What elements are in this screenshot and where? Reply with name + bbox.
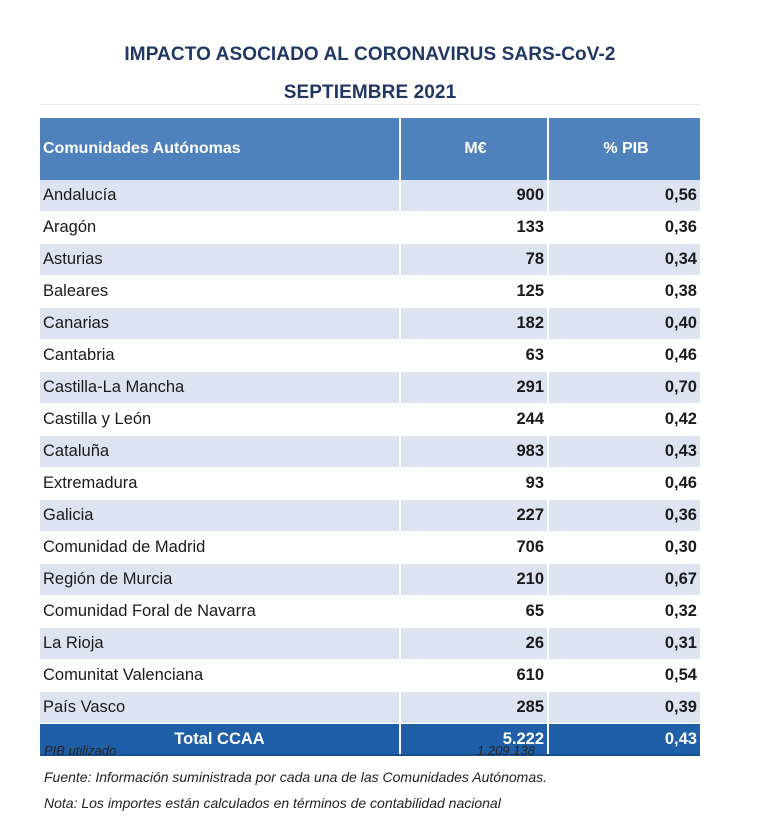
- region-name: Asturias: [40, 243, 401, 276]
- region-name: Cataluña: [40, 435, 401, 468]
- table-row: Extremadura 93 0,46: [40, 467, 700, 500]
- value-pib: 0,46: [548, 467, 700, 500]
- value-meur: 210: [400, 563, 549, 596]
- ccaa-table: Comunidades Autónomas M€ % PIB Andalucía…: [40, 118, 700, 756]
- value-meur: 78: [400, 243, 549, 276]
- value-meur: 900: [400, 180, 549, 212]
- region-name: La Rioja: [40, 627, 401, 660]
- value-meur: 610: [400, 659, 549, 692]
- value-meur: 182: [400, 307, 549, 340]
- region-name: Comunitat Valenciana: [40, 659, 401, 692]
- header-meur: M€: [400, 118, 549, 180]
- value-pib: 0,43: [548, 435, 700, 468]
- region-name: Castilla-La Mancha: [40, 371, 401, 404]
- value-pib: 0,38: [548, 275, 700, 308]
- value-pib: 0,39: [548, 691, 700, 724]
- value-pib: 0,40: [548, 307, 700, 340]
- table-row: Canarias 182 0,40: [40, 307, 700, 340]
- table-row: Región de Murcia 210 0,67: [40, 563, 700, 596]
- region-name: Galicia: [40, 499, 401, 532]
- value-pib: 0,70: [548, 371, 700, 404]
- value-meur: 26: [400, 627, 549, 660]
- table-row: Cataluña 983 0,43: [40, 435, 700, 468]
- report-subtitle: SEPTIEMBRE 2021: [283, 82, 457, 103]
- report-title: IMPACTO ASOCIADO AL CORONAVIRUS SARS-CoV…: [124, 44, 616, 65]
- value-meur: 65: [400, 595, 549, 628]
- value-meur: 227: [400, 499, 549, 532]
- region-name: Comunidad de Madrid: [40, 531, 401, 564]
- value-pib: 0,67: [548, 563, 700, 596]
- value-meur: 983: [400, 435, 549, 468]
- value-meur: 125: [400, 275, 549, 308]
- table-row: País Vasco 285 0,39: [40, 691, 700, 724]
- table-header-row: Comunidades Autónomas M€ % PIB: [40, 118, 700, 180]
- header-region: Comunidades Autónomas: [40, 118, 401, 180]
- region-name: Región de Murcia: [40, 563, 401, 596]
- table-row: Comunitat Valenciana 610 0,54: [40, 659, 700, 692]
- accounting-note: Nota: Los importes están calculados en t…: [44, 795, 501, 811]
- value-meur: 63: [400, 339, 549, 372]
- total-meur: 5.222: [400, 723, 549, 756]
- value-pib: 0,34: [548, 243, 700, 276]
- value-pib: 0,42: [548, 403, 700, 436]
- region-name: Cantabria: [40, 339, 401, 372]
- table-row: Comunidad de Madrid 706 0,30: [40, 531, 700, 564]
- value-pib: 0,54: [548, 659, 700, 692]
- table-row: Aragón 133 0,36: [40, 211, 700, 244]
- region-name: Castilla y León: [40, 403, 401, 436]
- table-row: Castilla-La Mancha 291 0,70: [40, 371, 700, 404]
- value-pib: 0,32: [548, 595, 700, 628]
- value-meur: 291: [400, 371, 549, 404]
- table-total-row: Total CCAA 5.222 0,43: [40, 723, 700, 756]
- total-pib: 0,43: [548, 723, 700, 756]
- table-row: La Rioja 26 0,31: [40, 627, 700, 660]
- header-pib: % PIB: [548, 118, 700, 180]
- region-name: Extremadura: [40, 467, 401, 500]
- table-row: Andalucía 900 0,56: [40, 180, 700, 212]
- total-label: Total CCAA: [40, 723, 401, 756]
- region-name: Aragón: [40, 211, 401, 244]
- region-name: Andalucía: [40, 180, 401, 212]
- table-body: Andalucía 900 0,56 Aragón 133 0,36 Asturias 78 0…: [40, 180, 700, 724]
- title-divider: [40, 104, 700, 105]
- value-pib: 0,30: [548, 531, 700, 564]
- value-pib: 0,46: [548, 339, 700, 372]
- table-row: Galicia 227 0,36: [40, 499, 700, 532]
- value-meur: 93: [400, 467, 549, 500]
- value-meur: 285: [400, 691, 549, 724]
- value-pib: 0,36: [548, 499, 700, 532]
- table-row: Asturias 78 0,34: [40, 243, 700, 276]
- value-meur: 244: [400, 403, 549, 436]
- table-row: Comunidad Foral de Navarra 65 0,32: [40, 595, 700, 628]
- table-row: Baleares 125 0,38: [40, 275, 700, 308]
- pib-label: PIB utilizado: [44, 743, 117, 758]
- region-name: Canarias: [40, 307, 401, 340]
- table-row: Castilla y León 244 0,42: [40, 403, 700, 436]
- source-note: Fuente: Información suministrada por cad…: [44, 769, 547, 785]
- region-name: Comunidad Foral de Navarra: [40, 595, 401, 628]
- region-name: Baleares: [40, 275, 401, 308]
- pib-value: 1.209.138: [477, 743, 535, 758]
- value-pib: 0,31: [548, 627, 700, 660]
- table-row: Cantabria 63 0,46: [40, 339, 700, 372]
- region-name: País Vasco: [40, 691, 401, 724]
- value-meur: 133: [400, 211, 549, 244]
- value-pib: 0,36: [548, 211, 700, 244]
- value-pib: 0,56: [548, 180, 700, 212]
- value-meur: 706: [400, 531, 549, 564]
